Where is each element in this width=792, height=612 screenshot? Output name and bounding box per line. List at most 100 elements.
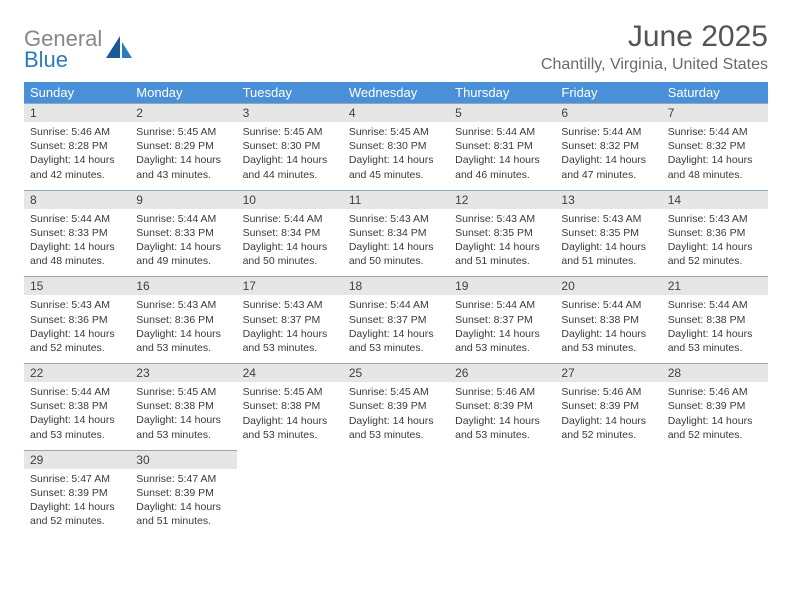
daylight-line2: and 49 minutes. xyxy=(136,254,230,268)
day-body-cell: Sunrise: 5:44 AMSunset: 8:34 PMDaylight:… xyxy=(237,209,343,277)
day-body-cell xyxy=(449,469,555,537)
sunrise-text: Sunrise: 5:46 AM xyxy=(455,385,549,399)
month-title: June 2025 xyxy=(541,20,768,54)
sunset-text: Sunset: 8:30 PM xyxy=(243,139,337,153)
daylight-line2: and 51 minutes. xyxy=(455,254,549,268)
daylight-line2: and 51 minutes. xyxy=(561,254,655,268)
day-number-row: 891011121314 xyxy=(24,190,768,209)
sail-icon xyxy=(106,36,132,63)
daylight-line2: and 45 minutes. xyxy=(349,168,443,182)
day-number-cell: 22 xyxy=(24,364,130,383)
day-number-cell xyxy=(237,450,343,469)
sunset-text: Sunset: 8:36 PM xyxy=(668,226,762,240)
sunrise-text: Sunrise: 5:44 AM xyxy=(455,125,549,139)
location-text: Chantilly, Virginia, United States xyxy=(541,56,768,74)
sunset-text: Sunset: 8:33 PM xyxy=(136,226,230,240)
weekday-header: Sunday xyxy=(24,82,130,104)
day-number-cell: 29 xyxy=(24,450,130,469)
sunset-text: Sunset: 8:31 PM xyxy=(455,139,549,153)
weekday-header: Tuesday xyxy=(237,82,343,104)
sunrise-text: Sunrise: 5:44 AM xyxy=(668,298,762,312)
day-number-cell: 10 xyxy=(237,190,343,209)
day-body-cell: Sunrise: 5:43 AMSunset: 8:37 PMDaylight:… xyxy=(237,295,343,363)
day-number-cell xyxy=(343,450,449,469)
day-number-row: 15161718192021 xyxy=(24,277,768,296)
sunrise-text: Sunrise: 5:45 AM xyxy=(349,125,443,139)
sunrise-text: Sunrise: 5:44 AM xyxy=(668,125,762,139)
daylight-line1: Daylight: 14 hours xyxy=(30,327,124,341)
page-header: General Blue June 2025 Chantilly, Virgin… xyxy=(24,20,768,74)
sunset-text: Sunset: 8:30 PM xyxy=(349,139,443,153)
daylight-line1: Daylight: 14 hours xyxy=(455,327,549,341)
day-body-cell: Sunrise: 5:44 AMSunset: 8:33 PMDaylight:… xyxy=(24,209,130,277)
day-body-cell: Sunrise: 5:43 AMSunset: 8:36 PMDaylight:… xyxy=(130,295,236,363)
day-number-row: 22232425262728 xyxy=(24,364,768,383)
daylight-line2: and 52 minutes. xyxy=(561,428,655,442)
sunset-text: Sunset: 8:37 PM xyxy=(455,313,549,327)
day-body-cell: Sunrise: 5:45 AMSunset: 8:39 PMDaylight:… xyxy=(343,382,449,450)
day-body-cell: Sunrise: 5:46 AMSunset: 8:39 PMDaylight:… xyxy=(555,382,661,450)
day-body-cell: Sunrise: 5:44 AMSunset: 8:38 PMDaylight:… xyxy=(555,295,661,363)
daylight-line1: Daylight: 14 hours xyxy=(243,327,337,341)
daylight-line1: Daylight: 14 hours xyxy=(668,240,762,254)
sunrise-text: Sunrise: 5:44 AM xyxy=(561,298,655,312)
daylight-line2: and 48 minutes. xyxy=(30,254,124,268)
day-number-cell: 30 xyxy=(130,450,236,469)
day-body-cell: Sunrise: 5:44 AMSunset: 8:37 PMDaylight:… xyxy=(343,295,449,363)
day-number-cell: 1 xyxy=(24,104,130,123)
daylight-line1: Daylight: 14 hours xyxy=(455,240,549,254)
daylight-line2: and 53 minutes. xyxy=(455,341,549,355)
day-body-cell: Sunrise: 5:45 AMSunset: 8:38 PMDaylight:… xyxy=(237,382,343,450)
daylight-line2: and 52 minutes. xyxy=(30,514,124,528)
day-body-cell: Sunrise: 5:45 AMSunset: 8:38 PMDaylight:… xyxy=(130,382,236,450)
sunset-text: Sunset: 8:34 PM xyxy=(349,226,443,240)
daylight-line2: and 53 minutes. xyxy=(243,341,337,355)
day-body-cell: Sunrise: 5:43 AMSunset: 8:36 PMDaylight:… xyxy=(662,209,768,277)
sunrise-text: Sunrise: 5:45 AM xyxy=(136,125,230,139)
daylight-line1: Daylight: 14 hours xyxy=(136,327,230,341)
daylight-line1: Daylight: 14 hours xyxy=(561,153,655,167)
daylight-line1: Daylight: 14 hours xyxy=(136,500,230,514)
day-number-cell: 14 xyxy=(662,190,768,209)
daylight-line1: Daylight: 14 hours xyxy=(243,414,337,428)
day-number-cell: 7 xyxy=(662,104,768,123)
day-number-cell: 4 xyxy=(343,104,449,123)
day-body-cell: Sunrise: 5:43 AMSunset: 8:35 PMDaylight:… xyxy=(449,209,555,277)
day-number-row: 1234567 xyxy=(24,104,768,123)
daylight-line2: and 50 minutes. xyxy=(349,254,443,268)
sunset-text: Sunset: 8:38 PM xyxy=(668,313,762,327)
daylight-line1: Daylight: 14 hours xyxy=(668,153,762,167)
daylight-line2: and 52 minutes. xyxy=(668,254,762,268)
daylight-line1: Daylight: 14 hours xyxy=(243,240,337,254)
daylight-line1: Daylight: 14 hours xyxy=(30,153,124,167)
sunrise-text: Sunrise: 5:44 AM xyxy=(30,212,124,226)
daylight-line1: Daylight: 14 hours xyxy=(30,413,124,427)
sunset-text: Sunset: 8:39 PM xyxy=(668,399,762,413)
sunrise-text: Sunrise: 5:43 AM xyxy=(30,298,124,312)
daylight-line2: and 53 minutes. xyxy=(136,428,230,442)
day-body-cell: Sunrise: 5:44 AMSunset: 8:31 PMDaylight:… xyxy=(449,122,555,190)
daylight-line1: Daylight: 14 hours xyxy=(561,240,655,254)
day-number-cell: 28 xyxy=(662,364,768,383)
daylight-line1: Daylight: 14 hours xyxy=(349,327,443,341)
day-number-cell: 15 xyxy=(24,277,130,296)
sunrise-text: Sunrise: 5:47 AM xyxy=(30,472,124,486)
daylight-line1: Daylight: 14 hours xyxy=(455,153,549,167)
daylight-line2: and 43 minutes. xyxy=(136,168,230,182)
day-number-cell: 5 xyxy=(449,104,555,123)
daylight-line2: and 53 minutes. xyxy=(30,428,124,442)
weekday-header: Monday xyxy=(130,82,236,104)
sunset-text: Sunset: 8:36 PM xyxy=(30,313,124,327)
sunrise-text: Sunrise: 5:45 AM xyxy=(243,125,337,139)
sunrise-text: Sunrise: 5:46 AM xyxy=(668,385,762,399)
day-body-cell: Sunrise: 5:44 AMSunset: 8:32 PMDaylight:… xyxy=(662,122,768,190)
day-body-cell: Sunrise: 5:47 AMSunset: 8:39 PMDaylight:… xyxy=(130,469,236,537)
day-number-cell: 6 xyxy=(555,104,661,123)
day-body-cell: Sunrise: 5:44 AMSunset: 8:38 PMDaylight:… xyxy=(24,382,130,450)
daylight-line2: and 52 minutes. xyxy=(30,341,124,355)
weekday-header: Thursday xyxy=(449,82,555,104)
sunrise-text: Sunrise: 5:44 AM xyxy=(136,212,230,226)
day-number-cell: 8 xyxy=(24,190,130,209)
calendar-page: General Blue June 2025 Chantilly, Virgin… xyxy=(0,0,792,557)
day-number-cell: 3 xyxy=(237,104,343,123)
